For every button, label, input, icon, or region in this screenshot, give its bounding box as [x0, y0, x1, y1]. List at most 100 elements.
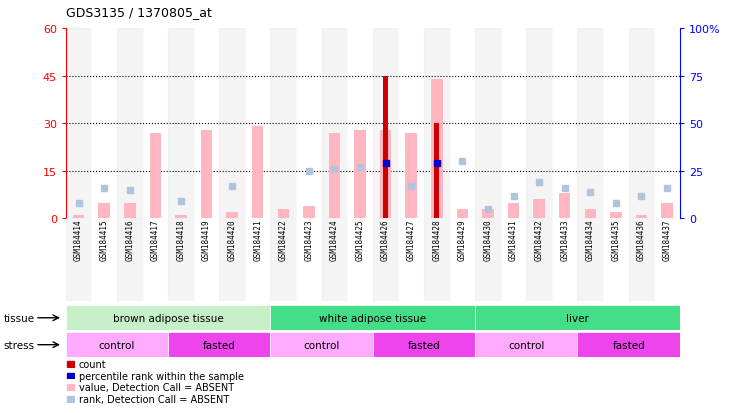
Text: GSM184430: GSM184430: [483, 219, 493, 261]
Text: GSM184421: GSM184421: [253, 219, 262, 261]
Bar: [245, 29, 270, 219]
Bar: [322, 219, 347, 301]
Bar: [91, 29, 117, 219]
Bar: [434, 124, 439, 219]
Bar: [67, 396, 74, 402]
Bar: [227, 213, 238, 219]
Text: control: control: [303, 340, 340, 350]
Bar: [610, 213, 621, 219]
Bar: [278, 209, 289, 219]
Bar: [99, 203, 110, 219]
Bar: [482, 209, 493, 219]
Bar: [577, 219, 603, 301]
Bar: [552, 219, 577, 301]
Text: control: control: [508, 340, 545, 350]
Bar: [450, 29, 475, 219]
Bar: [398, 29, 424, 219]
Text: GDS3135 / 1370805_at: GDS3135 / 1370805_at: [66, 7, 212, 19]
Bar: [143, 219, 168, 301]
Text: GSM184432: GSM184432: [534, 219, 544, 261]
Bar: [347, 29, 373, 219]
Text: GSM184427: GSM184427: [406, 219, 416, 261]
Text: white adipose tissue: white adipose tissue: [319, 313, 426, 323]
Bar: [67, 373, 74, 379]
Bar: [534, 200, 545, 219]
Bar: [117, 29, 143, 219]
Bar: [73, 216, 84, 219]
Bar: [603, 219, 629, 301]
Bar: [406, 133, 417, 219]
Text: GSM184433: GSM184433: [560, 219, 569, 261]
Bar: [270, 219, 296, 301]
Text: stress: stress: [4, 340, 35, 350]
Bar: [475, 332, 577, 357]
Bar: [252, 127, 263, 219]
Bar: [270, 306, 475, 330]
Bar: [66, 29, 91, 219]
Bar: [303, 206, 314, 219]
Bar: [457, 209, 468, 219]
Bar: [526, 219, 552, 301]
Text: fasted: fasted: [408, 340, 440, 350]
Bar: [355, 130, 366, 219]
Bar: [431, 80, 442, 219]
Bar: [603, 29, 629, 219]
Text: GSM184426: GSM184426: [381, 219, 390, 261]
Text: GSM184414: GSM184414: [74, 219, 83, 261]
Bar: [475, 306, 680, 330]
Bar: [168, 29, 194, 219]
Bar: [143, 29, 168, 219]
Text: GSM184422: GSM184422: [279, 219, 288, 261]
Bar: [501, 219, 526, 301]
Bar: [175, 216, 186, 219]
Text: percentile rank within the sample: percentile rank within the sample: [79, 371, 244, 381]
Text: fasted: fasted: [613, 340, 645, 350]
Text: GSM184436: GSM184436: [637, 219, 646, 261]
Bar: [219, 29, 245, 219]
Bar: [654, 29, 680, 219]
Bar: [66, 219, 91, 301]
Text: GSM184420: GSM184420: [227, 219, 237, 261]
Bar: [577, 332, 680, 357]
Text: GSM184431: GSM184431: [509, 219, 518, 261]
Bar: [475, 219, 501, 301]
Bar: [475, 29, 501, 219]
Bar: [296, 219, 322, 301]
Bar: [424, 219, 450, 301]
Bar: [150, 133, 161, 219]
Bar: [636, 216, 647, 219]
Text: GSM184415: GSM184415: [99, 219, 109, 261]
Text: GSM184425: GSM184425: [355, 219, 365, 261]
Text: GSM184429: GSM184429: [458, 219, 467, 261]
Text: GSM184434: GSM184434: [586, 219, 595, 261]
Text: GSM184416: GSM184416: [125, 219, 135, 261]
Text: value, Detection Call = ABSENT: value, Detection Call = ABSENT: [79, 382, 234, 392]
Bar: [654, 219, 680, 301]
Bar: [398, 219, 424, 301]
Bar: [373, 29, 398, 219]
Text: control: control: [99, 340, 135, 350]
Text: GSM184418: GSM184418: [176, 219, 186, 261]
Bar: [373, 219, 398, 301]
Text: GSM184437: GSM184437: [662, 219, 672, 261]
Bar: [559, 194, 570, 219]
Bar: [662, 203, 673, 219]
Bar: [270, 29, 296, 219]
Text: GSM184424: GSM184424: [330, 219, 339, 261]
Bar: [66, 306, 270, 330]
Bar: [296, 29, 322, 219]
Bar: [373, 332, 475, 357]
Text: GSM184435: GSM184435: [611, 219, 621, 261]
Bar: [66, 332, 168, 357]
Text: rank, Detection Call = ABSENT: rank, Detection Call = ABSENT: [79, 394, 230, 404]
Text: GSM184428: GSM184428: [432, 219, 442, 261]
Text: count: count: [79, 359, 107, 369]
Bar: [168, 332, 270, 357]
Bar: [67, 385, 74, 390]
Bar: [270, 332, 373, 357]
Bar: [91, 219, 117, 301]
Bar: [194, 219, 219, 301]
Bar: [629, 29, 654, 219]
Bar: [168, 219, 194, 301]
Bar: [67, 361, 74, 367]
